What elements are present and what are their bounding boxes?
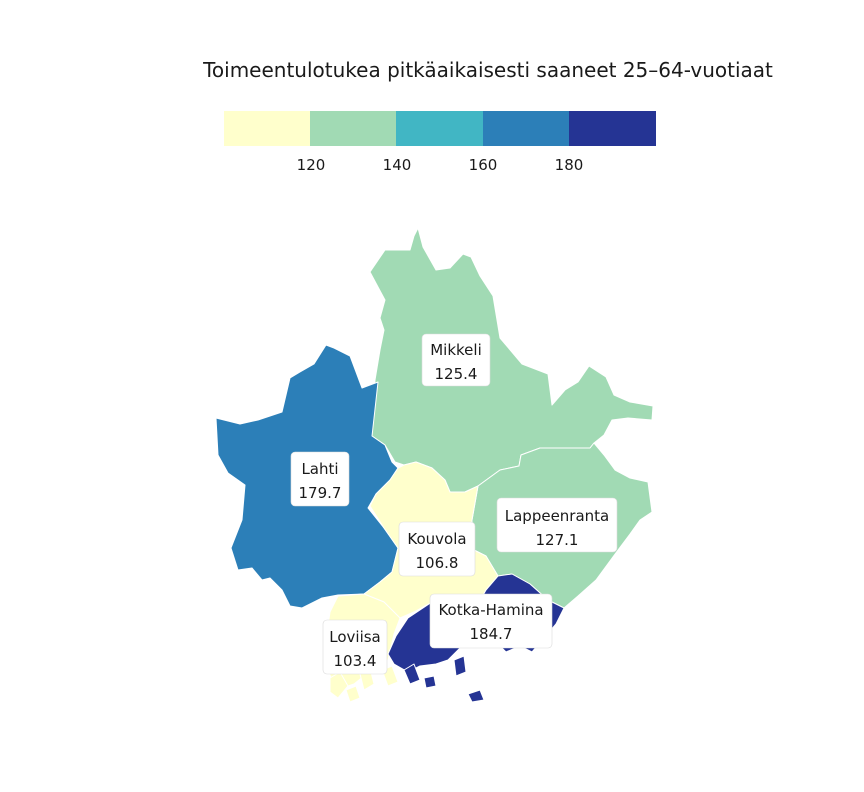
label-box-mikkeli — [421, 333, 491, 387]
region-labels: Mikkeli 125.4 Lahti 179.7 Lappeenranta 1… — [290, 333, 618, 675]
legend-tick-3: 160 — [469, 156, 498, 174]
label-mikkeli: Mikkeli 125.4 — [421, 333, 491, 387]
region-value-loviisa: 103.4 — [334, 652, 377, 670]
label-lahti: Lahti 179.7 — [290, 451, 350, 507]
legend-tick-2: 140 — [383, 156, 412, 174]
label-box-lappeenranta — [496, 497, 618, 553]
region-value-kotka-hamina: 184.7 — [470, 625, 513, 643]
label-box-loviisa — [322, 619, 388, 675]
legend-swatch-4 — [483, 111, 570, 146]
region-name-mikkeli: Mikkeli — [430, 341, 482, 359]
region-name-loviisa: Loviisa — [329, 628, 381, 646]
region-kotka-island — [453, 655, 467, 677]
legend-swatch-3 — [396, 111, 483, 146]
region-value-lappeenranta: 127.1 — [536, 531, 579, 549]
legend-tick-4: 180 — [555, 156, 584, 174]
region-mikkeli — [369, 227, 654, 493]
region-name-kouvola: Kouvola — [407, 530, 466, 548]
region-name-lahti: Lahti — [301, 460, 338, 478]
region-value-mikkeli: 125.4 — [435, 365, 478, 383]
label-loviisa: Loviisa 103.4 — [322, 619, 388, 675]
label-kotka-hamina: Kotka-Hamina 184.7 — [429, 593, 553, 649]
legend-swatch-5 — [569, 111, 656, 146]
region-loviisa-island — [345, 685, 361, 703]
label-kouvola: Kouvola 106.8 — [398, 521, 476, 577]
region-kotka-island — [467, 689, 485, 703]
region-kotka-island — [423, 675, 437, 689]
legend-swatch-2 — [310, 111, 397, 146]
legend-tick-1: 120 — [297, 156, 326, 174]
label-box-lahti — [290, 451, 350, 507]
label-box-kotka-hamina — [429, 593, 553, 649]
map-title: Toimeentulotukea pitkäaikaisesti saaneet… — [202, 58, 773, 82]
label-lappeenranta: Lappeenranta 127.1 — [496, 497, 618, 553]
legend: 120 140 160 180 — [224, 111, 656, 174]
region-name-kotka-hamina: Kotka-Hamina — [438, 601, 543, 619]
region-name-lappeenranta: Lappeenranta — [505, 507, 610, 525]
label-box-kouvola — [398, 521, 476, 577]
region-kotka-island — [403, 663, 421, 685]
legend-swatch-1 — [224, 111, 311, 146]
region-value-lahti: 179.7 — [299, 484, 342, 502]
region-value-kouvola: 106.8 — [416, 554, 459, 572]
